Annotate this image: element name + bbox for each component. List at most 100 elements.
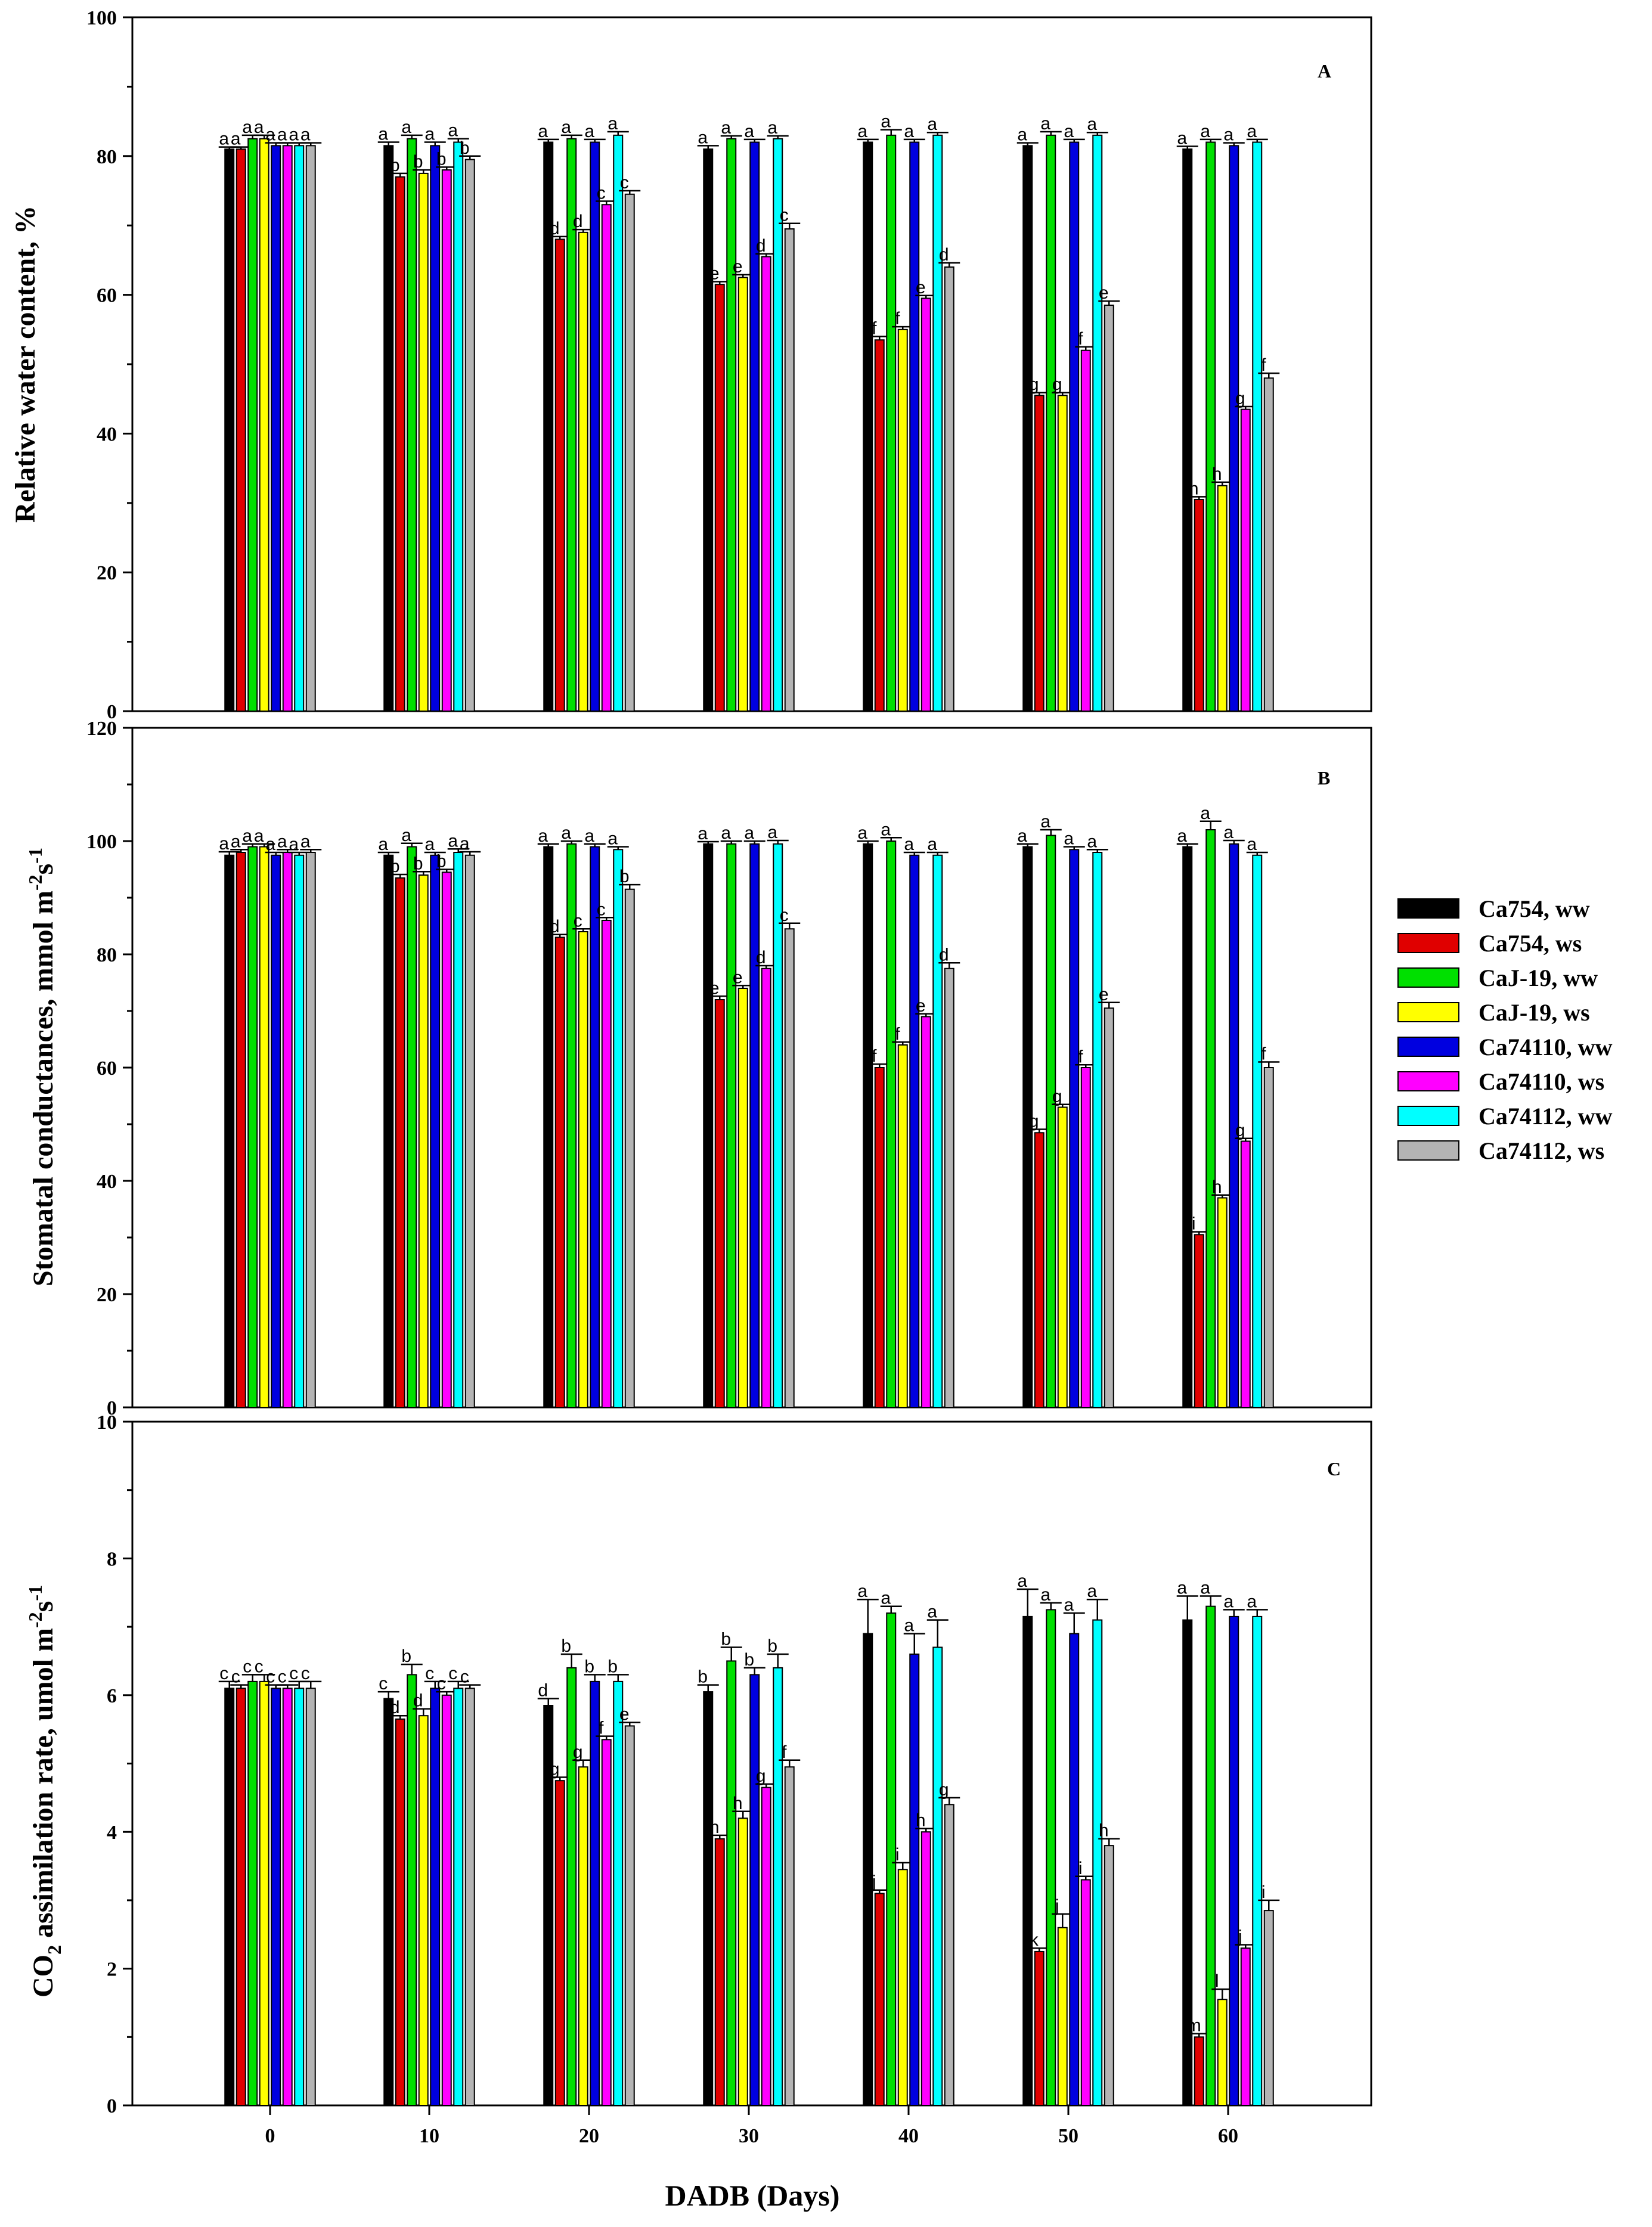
sig-letter-a-20-s4: a bbox=[584, 122, 594, 141]
sig-letter-c-0-s7: c bbox=[301, 1664, 310, 1683]
sig-letter-c-10-s3: d bbox=[413, 1691, 423, 1711]
sig-letter-b-60-s7: f bbox=[1261, 1044, 1266, 1064]
sig-letter-b-20-s5: c bbox=[597, 900, 606, 919]
sig-letter-a-20-s1: d bbox=[550, 219, 560, 238]
bar-b-40-s5 bbox=[920, 1016, 931, 1408]
panel-b-y-axis-title-main: Stomatal conductances, mmol m bbox=[27, 891, 59, 1286]
sig-letter-a-60-s5: g bbox=[1235, 389, 1245, 408]
sig-letter-b-50-s1: g bbox=[1029, 1112, 1039, 1131]
bar-c-20-s7 bbox=[624, 1725, 635, 2107]
sig-letter-b-50-s0: a bbox=[1017, 826, 1027, 846]
legend-label: Ca74112, ww bbox=[1479, 1103, 1613, 1130]
bar-a-60-s2 bbox=[1205, 141, 1216, 712]
panel-a-y-axis-title: Relative water content, % bbox=[10, 206, 41, 523]
sig-letter-a-20-s0: a bbox=[538, 122, 548, 141]
bar-c-40-s7 bbox=[944, 1804, 954, 2107]
bar-b-0-s7 bbox=[305, 852, 316, 1408]
sig-letter-a-60-s6: a bbox=[1247, 122, 1257, 141]
bar-c-0-s6 bbox=[294, 1688, 305, 2107]
bar-c-40-s4 bbox=[909, 1653, 920, 2106]
bar-a-10-s2 bbox=[407, 138, 417, 712]
panel-b-y-tick-label: 80 bbox=[97, 944, 117, 966]
bar-c-30-s0 bbox=[703, 1691, 714, 2106]
sig-letter-b-50-s6: a bbox=[1087, 832, 1097, 851]
x-tick-label: 10 bbox=[419, 2125, 439, 2147]
sig-letter-c-50-s7: h bbox=[1099, 1821, 1109, 1841]
sig-letter-a-0-s1: a bbox=[231, 129, 241, 149]
bar-b-0-s3 bbox=[259, 846, 269, 1408]
sig-letter-a-30-s6: a bbox=[767, 118, 777, 138]
bar-c-30-s5 bbox=[761, 1786, 771, 2106]
bar-b-40-s2 bbox=[886, 840, 897, 1408]
sig-letter-a-0-s6: a bbox=[289, 125, 299, 145]
sig-letter-a-50-s6: a bbox=[1087, 114, 1097, 134]
sig-letter-c-50-s0: a bbox=[1017, 1571, 1027, 1591]
sig-letter-a-0-s3: a bbox=[254, 117, 264, 137]
bar-a-10-s5 bbox=[441, 169, 452, 712]
bar-b-30-s5 bbox=[761, 967, 771, 1408]
bar-b-10-s0 bbox=[383, 854, 394, 1408]
sig-letter-b-10-s1: b bbox=[390, 857, 400, 876]
bar-a-40-s5 bbox=[920, 297, 931, 712]
legend-swatch bbox=[1397, 1002, 1459, 1022]
bar-a-0-s1 bbox=[235, 148, 246, 712]
bar-a-20-s6 bbox=[613, 134, 624, 712]
sig-letter-a-50-s3: g bbox=[1052, 375, 1062, 395]
bar-b-10-s6 bbox=[453, 852, 464, 1408]
legend-label: Ca74110, ws bbox=[1479, 1068, 1604, 1095]
sig-letter-c-0-s0: c bbox=[219, 1664, 228, 1683]
sig-letter-b-30-s2: a bbox=[721, 823, 731, 843]
bar-c-30-s4 bbox=[749, 1674, 760, 2106]
sig-letter-b-50-s3: g bbox=[1052, 1087, 1062, 1106]
sig-letter-c-20-s2: b bbox=[561, 1636, 571, 1656]
bar-b-40-s3 bbox=[897, 1044, 908, 1408]
bar-c-50-s6 bbox=[1092, 1619, 1103, 2106]
bar-b-40-s6 bbox=[932, 854, 943, 1408]
sig-letter-b-30-s4: a bbox=[744, 823, 754, 843]
sig-letter-b-40-s7: d bbox=[939, 945, 949, 964]
x-tick-label: 0 bbox=[265, 2125, 275, 2147]
sig-letter-a-10-s0: a bbox=[378, 125, 388, 144]
bar-a-0-s0 bbox=[224, 148, 235, 712]
panel-a-y-tick-label: 20 bbox=[97, 562, 117, 584]
bar-c-60-s3 bbox=[1217, 1999, 1228, 2107]
bar-a-30-s1 bbox=[714, 284, 725, 712]
sig-letter-c-60-s0: a bbox=[1177, 1578, 1187, 1598]
sig-letter-a-20-s2: a bbox=[561, 117, 571, 137]
sig-letter-a-10-s6: a bbox=[448, 121, 458, 141]
panel-c-y-ticks: 0 2 4 6 8 10 bbox=[97, 1412, 132, 2117]
sig-letter-b-10-s2: a bbox=[401, 826, 411, 845]
bar-a-50-s6 bbox=[1092, 134, 1103, 712]
panel-c-y-axis-title-sup1: -2 bbox=[24, 1612, 46, 1628]
bar-a-50-s7 bbox=[1104, 305, 1114, 712]
sig-letter-a-10-s4: a bbox=[424, 125, 435, 144]
bar-c-10-s1 bbox=[395, 1718, 405, 2107]
sig-letter-c-10-s2: b bbox=[401, 1646, 411, 1666]
bar-b-30-s7 bbox=[784, 928, 795, 1408]
sig-letter-a-30-s2: a bbox=[721, 118, 731, 138]
panel-b-y-axis-title-sup2: -1 bbox=[24, 848, 46, 864]
bar-c-10-s7 bbox=[464, 1688, 475, 2107]
bar-c-30-s6 bbox=[773, 1667, 783, 2106]
sig-letter-c-20-s0: d bbox=[538, 1681, 548, 1701]
sig-letter-b-40-s6: a bbox=[927, 835, 937, 854]
panel-b-y-tick-label: 0 bbox=[107, 1397, 117, 1419]
sig-letter-a-0-s2: a bbox=[242, 117, 252, 137]
sig-letter-c-60-s2: a bbox=[1200, 1578, 1210, 1598]
sig-letter-c-0-s3: c bbox=[255, 1657, 264, 1676]
bar-a-10-s0 bbox=[383, 145, 394, 712]
bar-a-0-s4 bbox=[271, 145, 281, 712]
sig-letter-c-30-s5: g bbox=[756, 1766, 766, 1786]
panel-c-y-axis-title-rest: assimilation rate, umol m bbox=[27, 1628, 59, 1945]
bar-c-10-s5 bbox=[441, 1694, 452, 2107]
bar-b-60-s0 bbox=[1182, 846, 1193, 1408]
bar-b-60-s3 bbox=[1217, 1197, 1228, 1408]
sig-letter-b-30-s7: c bbox=[780, 905, 789, 925]
bar-c-50-s2 bbox=[1046, 1609, 1056, 2107]
bar-b-30-s1 bbox=[714, 999, 725, 1408]
sig-letter-a-0-s7: a bbox=[300, 125, 311, 145]
bar-b-0-s0 bbox=[224, 854, 235, 1408]
sig-letter-b-20-s3: c bbox=[574, 911, 582, 930]
bar-a-60-s3 bbox=[1217, 485, 1228, 712]
panel-a-y-axis-title-text: Relative water content, % bbox=[10, 206, 41, 523]
